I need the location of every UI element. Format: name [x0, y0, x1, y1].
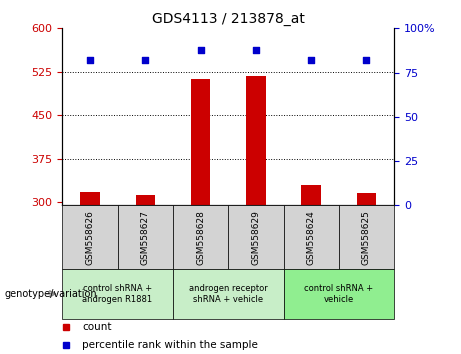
Point — [197, 47, 204, 52]
Bar — [62, 205, 118, 269]
Bar — [191, 79, 210, 205]
Bar — [80, 192, 100, 205]
Text: control shRNA +
androgen R1881: control shRNA + androgen R1881 — [83, 284, 153, 303]
Bar — [136, 195, 155, 205]
Point — [86, 57, 94, 63]
Bar — [62, 269, 173, 319]
Text: GSM558626: GSM558626 — [85, 210, 95, 265]
Bar — [284, 269, 394, 319]
Point — [363, 57, 370, 63]
Text: GSM558627: GSM558627 — [141, 210, 150, 265]
Title: GDS4113 / 213878_at: GDS4113 / 213878_at — [152, 12, 305, 26]
Text: GSM558629: GSM558629 — [251, 210, 260, 265]
Text: control shRNA +
vehicle: control shRNA + vehicle — [304, 284, 373, 303]
Text: percentile rank within the sample: percentile rank within the sample — [82, 340, 258, 350]
Bar — [173, 269, 284, 319]
Text: GSM558624: GSM558624 — [307, 210, 316, 264]
Point — [142, 57, 149, 63]
Bar — [118, 205, 173, 269]
Bar — [339, 205, 394, 269]
Point — [252, 47, 260, 52]
Bar — [173, 205, 228, 269]
Point — [307, 57, 315, 63]
Bar — [228, 205, 284, 269]
Bar — [357, 193, 376, 205]
Text: GSM558625: GSM558625 — [362, 210, 371, 265]
Text: genotype/variation: genotype/variation — [5, 289, 97, 299]
Bar — [301, 185, 321, 205]
Text: GSM558628: GSM558628 — [196, 210, 205, 265]
Bar — [284, 205, 339, 269]
Bar — [246, 76, 266, 205]
Text: count: count — [82, 322, 112, 332]
Text: androgen receptor
shRNA + vehicle: androgen receptor shRNA + vehicle — [189, 284, 267, 303]
